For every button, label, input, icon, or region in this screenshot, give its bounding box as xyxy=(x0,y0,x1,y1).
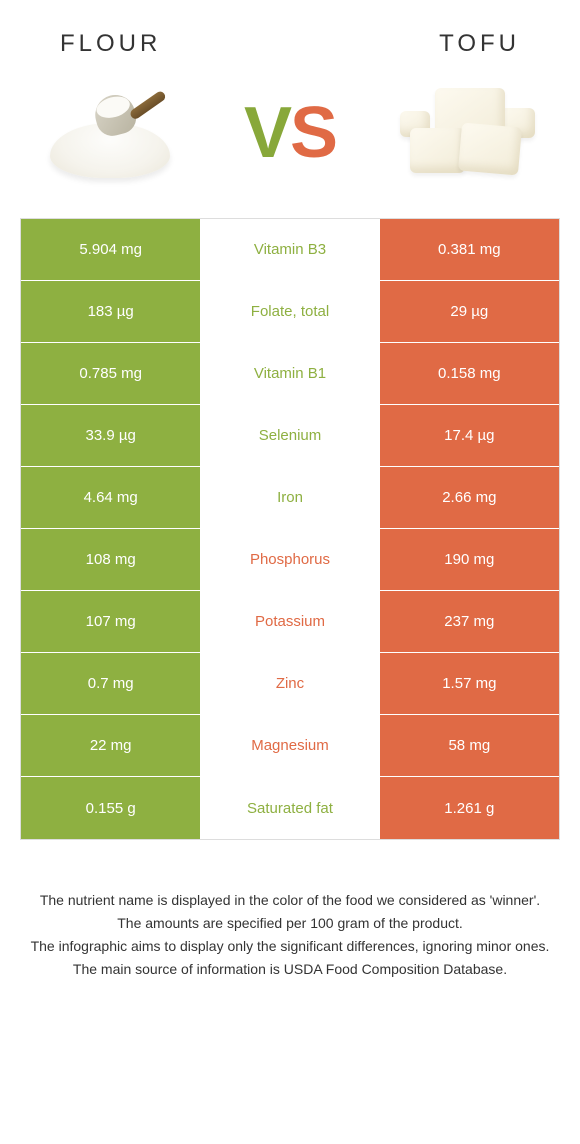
table-row: 0.155 gSaturated fat1.261 g xyxy=(21,777,559,839)
header: Flour Tofu xyxy=(0,0,580,68)
tofu-value: 58 mg xyxy=(380,715,559,776)
nutrient-name: Potassium xyxy=(200,591,379,652)
tofu-value: 1.57 mg xyxy=(380,653,559,714)
flour-value: 33.9 µg xyxy=(21,405,200,466)
flour-value: 0.155 g xyxy=(21,777,200,839)
flour-value: 22 mg xyxy=(21,715,200,776)
footnote-line: The infographic aims to display only the… xyxy=(30,936,550,957)
tofu-value: 29 µg xyxy=(380,281,559,342)
table-row: 0.785 mgVitamin B10.158 mg xyxy=(21,343,559,405)
tofu-image xyxy=(390,78,550,188)
flour-value: 107 mg xyxy=(21,591,200,652)
vs-label: VS xyxy=(244,97,336,169)
flour-image xyxy=(30,78,190,188)
footnote-line: The amounts are specified per 100 gram o… xyxy=(30,913,550,934)
nutrient-name: Iron xyxy=(200,467,379,528)
tofu-value: 190 mg xyxy=(380,529,559,590)
table-row: 22 mgMagnesium58 mg xyxy=(21,715,559,777)
flour-value: 5.904 mg xyxy=(21,219,200,280)
table-row: 183 µgFolate, total29 µg xyxy=(21,281,559,343)
nutrient-name: Selenium xyxy=(200,405,379,466)
flour-value: 0.7 mg xyxy=(21,653,200,714)
tofu-value: 0.381 mg xyxy=(380,219,559,280)
footnote-line: The main source of information is USDA F… xyxy=(30,959,550,980)
flour-value: 183 µg xyxy=(21,281,200,342)
nutrient-name: Vitamin B1 xyxy=(200,343,379,404)
nutrient-name: Phosphorus xyxy=(200,529,379,590)
comparison-table: 5.904 mgVitamin B30.381 mg183 µgFolate, … xyxy=(20,218,560,840)
nutrient-name: Zinc xyxy=(200,653,379,714)
flour-value: 108 mg xyxy=(21,529,200,590)
footnote-line: The nutrient name is displayed in the co… xyxy=(30,890,550,911)
vs-row: VS xyxy=(0,68,580,218)
nutrient-name: Folate, total xyxy=(200,281,379,342)
nutrient-name: Vitamin B3 xyxy=(200,219,379,280)
flour-value: 4.64 mg xyxy=(21,467,200,528)
footnotes: The nutrient name is displayed in the co… xyxy=(0,840,580,980)
tofu-value: 0.158 mg xyxy=(380,343,559,404)
tofu-title: Tofu xyxy=(439,30,520,58)
flour-title: Flour xyxy=(60,30,161,58)
table-row: 0.7 mgZinc1.57 mg xyxy=(21,653,559,715)
table-row: 107 mgPotassium237 mg xyxy=(21,591,559,653)
tofu-value: 237 mg xyxy=(380,591,559,652)
nutrient-name: Magnesium xyxy=(200,715,379,776)
tofu-value: 2.66 mg xyxy=(380,467,559,528)
table-row: 4.64 mgIron2.66 mg xyxy=(21,467,559,529)
table-row: 108 mgPhosphorus190 mg xyxy=(21,529,559,591)
table-row: 33.9 µgSelenium17.4 µg xyxy=(21,405,559,467)
flour-value: 0.785 mg xyxy=(21,343,200,404)
table-row: 5.904 mgVitamin B30.381 mg xyxy=(21,219,559,281)
nutrient-name: Saturated fat xyxy=(200,777,379,839)
tofu-value: 17.4 µg xyxy=(380,405,559,466)
tofu-value: 1.261 g xyxy=(380,777,559,839)
